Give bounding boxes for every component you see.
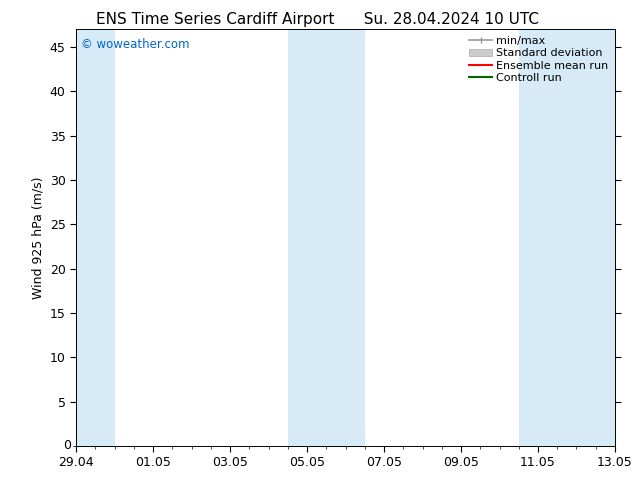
Legend: min/max, Standard deviation, Ensemble mean run, Controll run: min/max, Standard deviation, Ensemble me… <box>465 32 612 87</box>
Text: © woweather.com: © woweather.com <box>81 38 190 51</box>
Bar <box>519 29 615 446</box>
Bar <box>288 29 365 446</box>
Text: 0: 0 <box>63 440 71 452</box>
Y-axis label: Wind 925 hPa (m/s): Wind 925 hPa (m/s) <box>31 176 44 299</box>
Bar <box>76 29 115 446</box>
Text: ENS Time Series Cardiff Airport      Su. 28.04.2024 10 UTC: ENS Time Series Cardiff Airport Su. 28.0… <box>96 12 538 27</box>
